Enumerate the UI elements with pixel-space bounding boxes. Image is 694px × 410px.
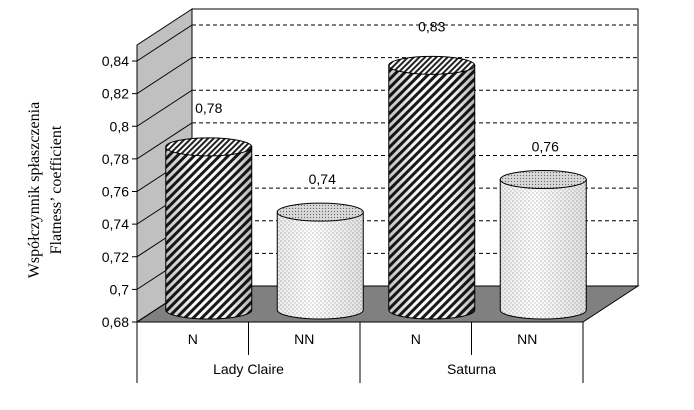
bars: 0,78 0,74 0,83 0,76	[165, 18, 587, 320]
bar: 0,78	[165, 100, 253, 320]
data-label: 0,74	[309, 171, 336, 187]
y-tick-label: 0,82	[102, 86, 129, 102]
category-label: N	[411, 331, 421, 347]
y-axis-ticks: 0,68 0,7 0,72 0,74 0,76 0,78 0,8 0,82 0,84	[102, 53, 138, 330]
y-tick-label: 0,74	[102, 216, 129, 232]
category-label: N	[188, 331, 198, 347]
y-tick-label: 0,84	[102, 53, 129, 69]
y-tick-label: 0,72	[102, 249, 129, 265]
side-gridline	[136, 122, 193, 160]
bar: 0,83	[388, 18, 476, 320]
bar: 0,76	[499, 139, 587, 320]
bar: 0,74	[276, 171, 364, 320]
category-label: NN	[294, 331, 314, 347]
category-label: NN	[517, 331, 537, 347]
side-gridline	[136, 24, 193, 62]
side-gridline	[136, 57, 193, 95]
bar-top	[499, 170, 587, 189]
bar-top	[276, 202, 364, 222]
y-axis-label: Współczynnik spłaszczenia Flatness’ coef…	[26, 102, 65, 278]
data-label: 0,76	[532, 139, 559, 155]
y-axis-label-line-2: Flatness’ coefficient	[48, 125, 65, 254]
y-axis-label-line-1: Współczynnik spłaszczenia	[26, 102, 43, 278]
bar-shading	[165, 146, 253, 320]
group-label: Saturna	[447, 361, 496, 377]
y-tick-label: 0,7	[110, 281, 130, 297]
bar-top	[165, 137, 253, 157]
bar-top	[388, 55, 476, 75]
bar-shading	[276, 211, 364, 320]
y-tick-label: 0,68	[102, 314, 129, 330]
bar-shading	[388, 64, 476, 320]
group-label: Lady Claire	[213, 361, 284, 377]
y-tick-label: 0,76	[102, 184, 129, 200]
side-gridline	[136, 89, 193, 127]
data-label: 0,78	[195, 100, 222, 116]
y-tick-label: 0,8	[110, 118, 130, 134]
bar-shading	[499, 179, 587, 320]
data-label: 0,83	[418, 18, 445, 34]
y-tick-label: 0,78	[102, 151, 129, 167]
